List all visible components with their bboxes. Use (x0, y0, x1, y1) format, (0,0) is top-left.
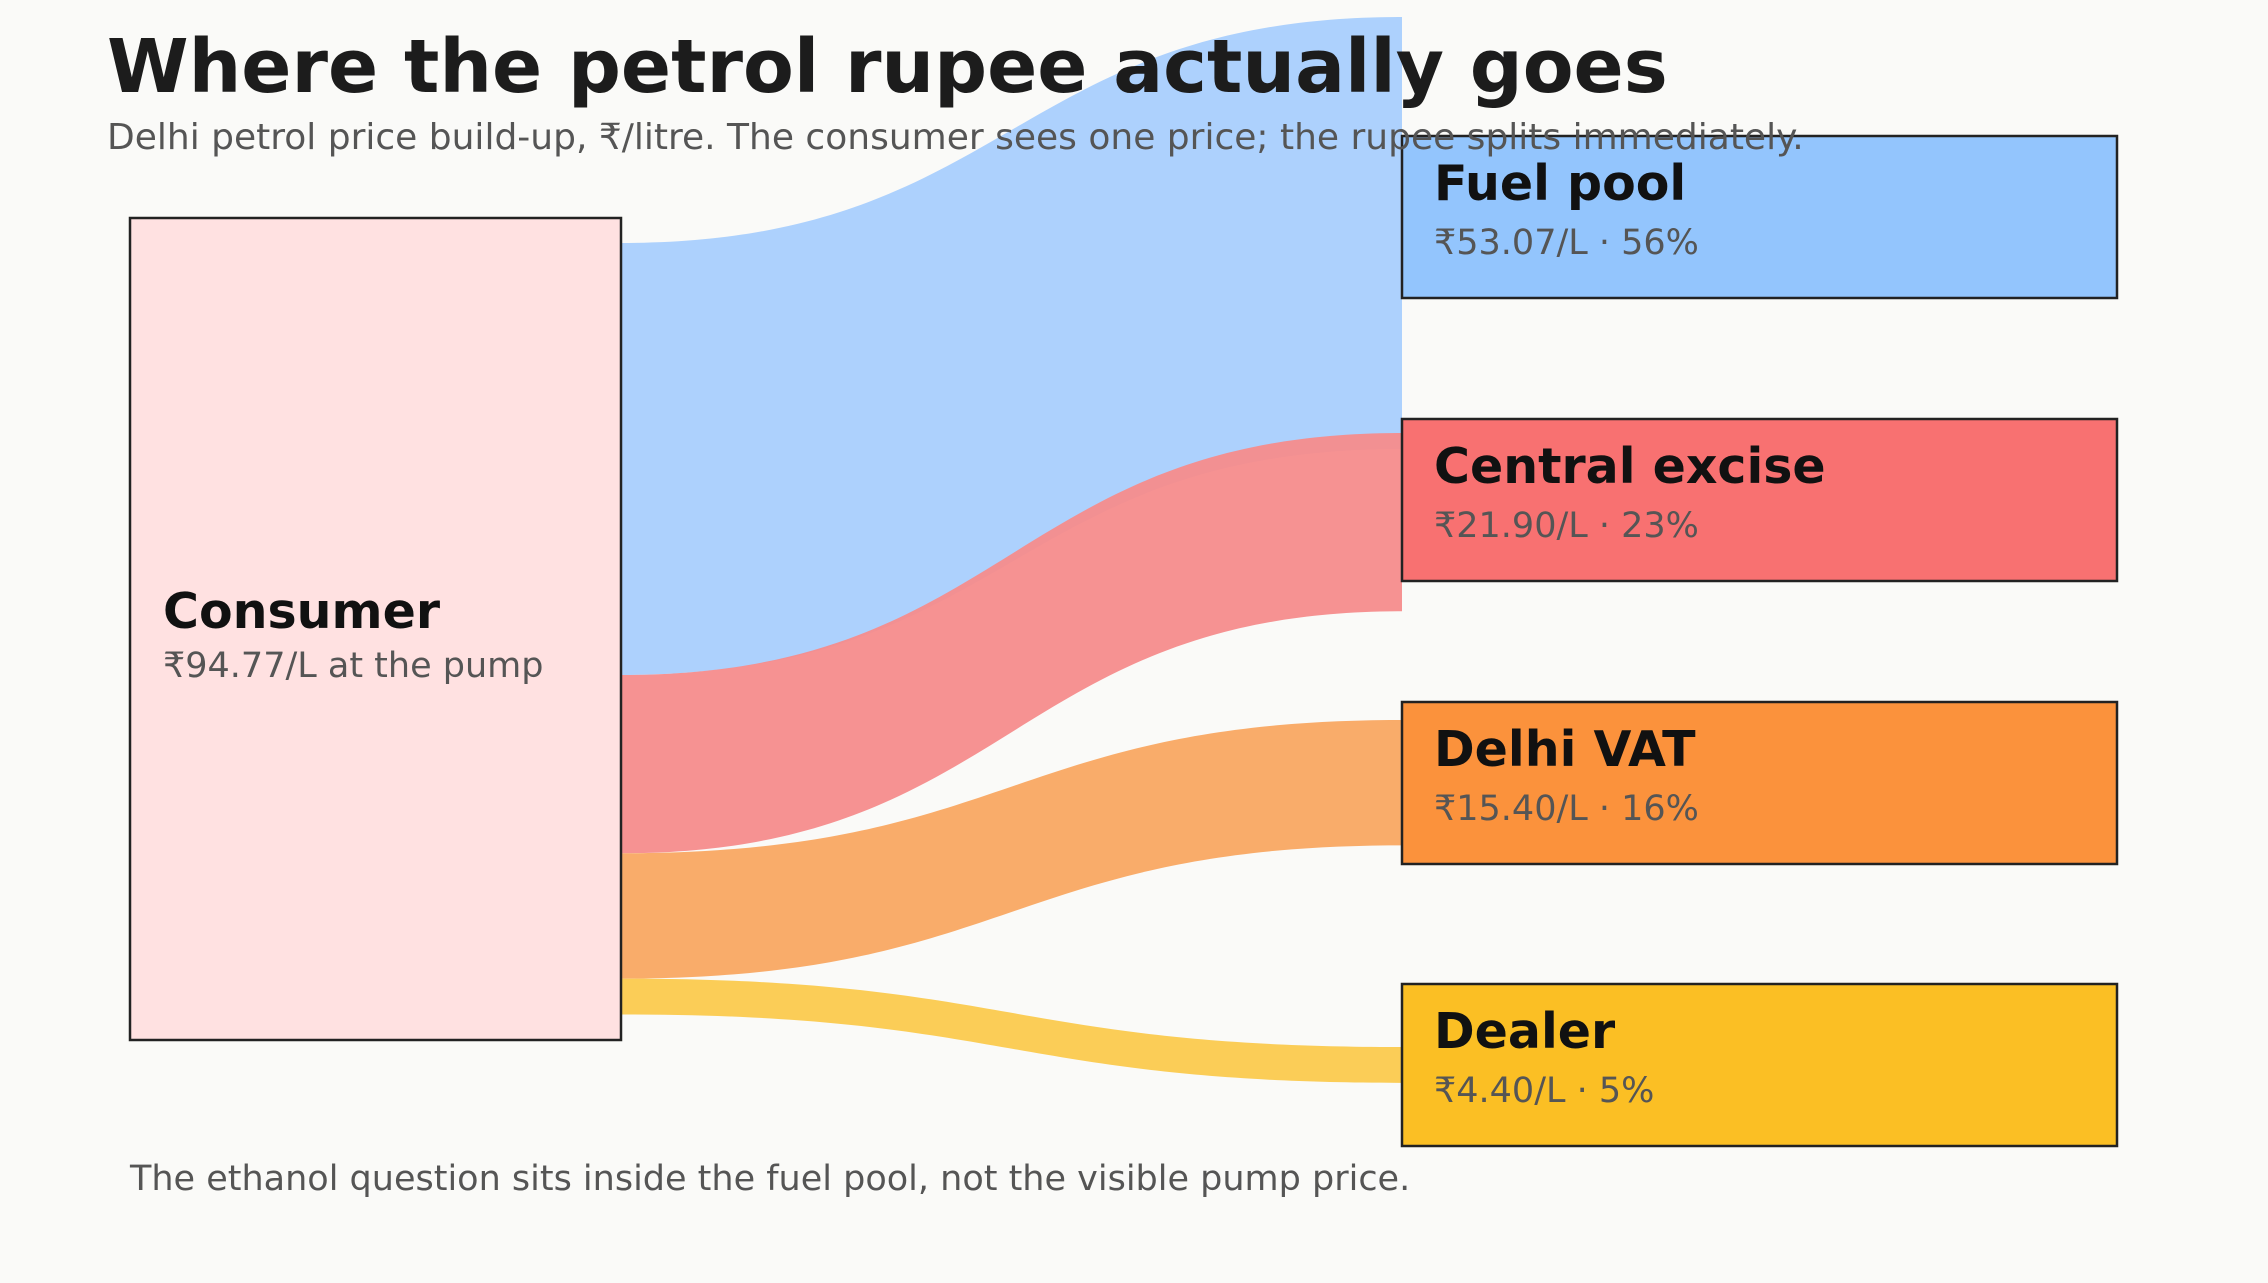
label-dealer: Dealer (1434, 1003, 1616, 1060)
node-delhi-vat (1400, 700, 2119, 866)
flow-delhi-vat (621, 720, 1402, 979)
flow-fuel-pool (621, 17, 1402, 675)
label-delhi-vat: Delhi VAT (1434, 721, 1696, 778)
label-fuel-pool: Fuel pool (1434, 155, 1686, 212)
consumer-label: Consumer (163, 583, 441, 640)
page-title: Where the petrol rupee actually goes (107, 24, 1668, 110)
value-delhi-vat: ₹15.40/L · 16% (1434, 789, 1699, 829)
page-subtitle: Delhi petrol price build-up, ₹/litre. Th… (107, 117, 1804, 158)
flow-layer (621, 17, 1402, 1083)
node-central-excise (1400, 417, 2119, 583)
flow-dealer (621, 978, 1402, 1083)
value-dealer: ₹4.40/L · 5% (1434, 1071, 1654, 1111)
consumer-price: ₹94.77/L at the pump (163, 646, 543, 686)
target-nodes: Fuel pool ₹53.07/L · 56% Central excise ₹21… (1400, 134, 2119, 1148)
value-central-excise: ₹21.90/L · 23% (1434, 506, 1699, 546)
value-fuel-pool: ₹53.07/L · 56% (1434, 223, 1699, 263)
node-dealer (1400, 982, 2119, 1148)
consumer-node (128, 216, 623, 1042)
footnote: The ethanol question sits inside the fue… (129, 1159, 1410, 1199)
label-central-excise: Central excise (1434, 438, 1826, 495)
node-fuel-pool (1400, 134, 2119, 300)
flow-central-excise (621, 433, 1402, 854)
